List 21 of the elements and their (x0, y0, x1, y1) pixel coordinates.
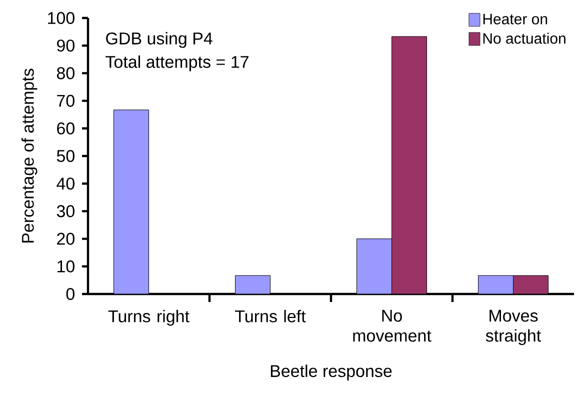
annotation: GDB using P4 (106, 32, 212, 48)
x-tick-label: Turns left (235, 310, 306, 322)
legend-label: No actuation (483, 32, 566, 44)
y-tick-label: 10 (58, 260, 74, 272)
y-tick-label: 40 (56, 178, 74, 190)
y-tick-label: 80 (56, 67, 74, 80)
y-tick-label: 50 (56, 150, 74, 162)
y-tick-label: 70 (57, 94, 74, 107)
y-tick-label: 60 (57, 122, 74, 134)
annotation: Total attempts = 17 (106, 55, 248, 72)
y-tick-label: 30 (56, 205, 74, 218)
y-tick-label: 0 (66, 288, 74, 300)
x-tick-label: Moves straight (486, 310, 541, 346)
x-axis-title: Beetle response (270, 364, 392, 380)
legend-label: Heater on (483, 14, 548, 24)
x-tick-label: Turns right (108, 310, 190, 326)
y-tick-label: 100 (48, 12, 74, 24)
y-tick-label: 90 (57, 40, 74, 52)
x-tick-label: No movement (353, 310, 432, 342)
y-tick-label: 20 (57, 232, 74, 245)
y-axis-title: Percentage of attempts (21, 68, 38, 242)
